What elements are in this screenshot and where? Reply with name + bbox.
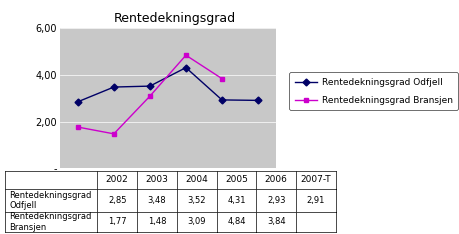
Text: 3,09: 3,09 (187, 217, 206, 227)
Rentedekningsgrad Odfjell (255, 99, 260, 102)
Line: Rentedekningsgrad Odfjell: Rentedekningsgrad Odfjell (75, 65, 260, 104)
Text: 2005: 2005 (224, 176, 247, 184)
Rentedekningsgrad Bransjen (183, 54, 188, 57)
Text: 3,48: 3,48 (147, 196, 166, 205)
Line: Rentedekningsgrad Bransjen: Rentedekningsgrad Bransjen (75, 53, 224, 136)
Text: Rentedekningsgrad
Odfjell: Rentedekningsgrad Odfjell (9, 191, 91, 210)
Rentedekningsgrad Odfjell (218, 99, 224, 101)
Text: 2006: 2006 (264, 176, 287, 184)
Text: 2004: 2004 (185, 176, 207, 184)
Text: 2,91: 2,91 (306, 196, 325, 205)
Text: 1,48: 1,48 (147, 217, 166, 227)
Text: Rentedekningsgrad: Rentedekningsgrad (113, 12, 235, 25)
Rentedekningsgrad Bransjen (147, 95, 152, 98)
Text: Rentedekningsgrad
Bransjen: Rentedekningsgrad Bransjen (9, 212, 91, 232)
Text: 1,77: 1,77 (108, 217, 126, 227)
Rentedekningsgrad Bransjen (218, 77, 224, 80)
Text: 4,84: 4,84 (227, 217, 245, 227)
Text: 2,85: 2,85 (108, 196, 126, 205)
Rentedekningsgrad Bransjen (111, 132, 117, 135)
Rentedekningsgrad Odfjell (183, 66, 188, 69)
Rentedekningsgrad Odfjell (75, 100, 80, 103)
Rentedekningsgrad Odfjell (111, 86, 117, 88)
Text: 2,93: 2,93 (266, 196, 285, 205)
Rentedekningsgrad Odfjell (147, 85, 152, 88)
Text: 2003: 2003 (145, 176, 168, 184)
Rentedekningsgrad Bransjen (75, 126, 80, 128)
Text: 4,31: 4,31 (227, 196, 245, 205)
Text: 2002: 2002 (106, 176, 129, 184)
Legend: Rentedekningsgrad Odfjell, Rentedekningsgrad Bransjen: Rentedekningsgrad Odfjell, Rentedeknings… (289, 72, 457, 110)
Text: 3,84: 3,84 (266, 217, 285, 227)
Text: 3,52: 3,52 (187, 196, 206, 205)
Text: 2007-T: 2007-T (300, 176, 330, 184)
